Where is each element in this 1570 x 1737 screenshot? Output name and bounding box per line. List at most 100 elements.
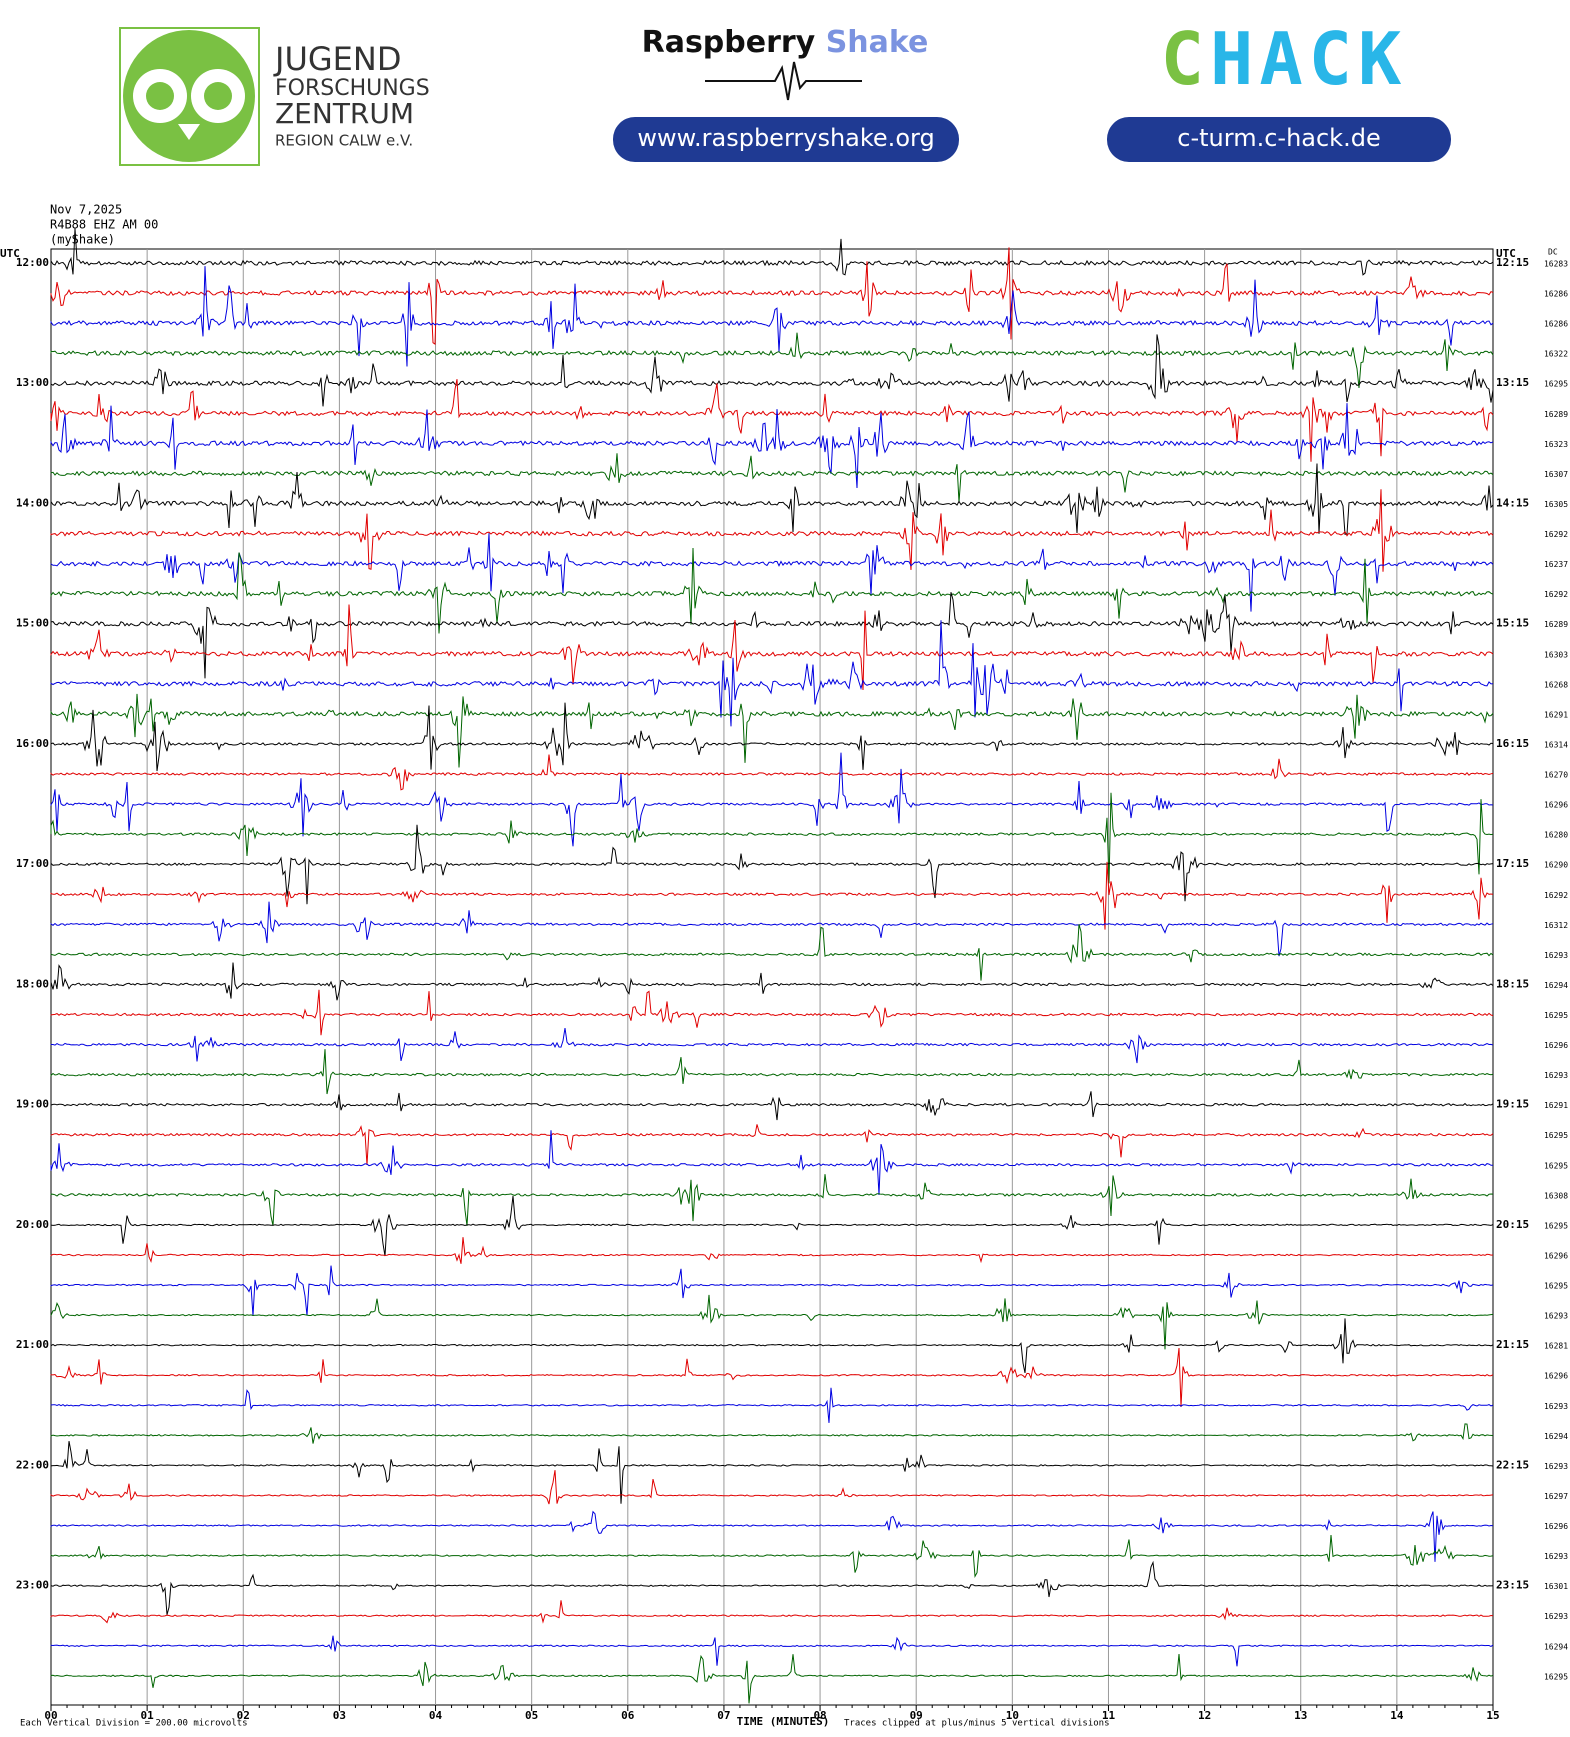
row-time-right: 16:15 [1496, 737, 1529, 750]
trace [50, 1347, 1494, 1408]
row-time-left: 14:00 [16, 496, 49, 509]
row-time-left: 20:00 [16, 1218, 49, 1231]
source: (myShake) [50, 233, 115, 247]
row-dc: 16290 [1544, 861, 1568, 870]
row-time-right: 22:15 [1496, 1458, 1529, 1471]
trace [50, 1560, 1494, 1615]
row-dc: 16292 [1544, 530, 1568, 539]
row-time-right: 21:15 [1496, 1338, 1529, 1351]
row-dc: 16293 [1544, 951, 1568, 960]
trace [50, 1387, 1494, 1423]
row-dc: 16280 [1544, 831, 1568, 840]
trace [50, 334, 1494, 407]
trace [50, 1470, 1494, 1505]
row-dc: 16296 [1544, 1522, 1568, 1531]
x-tick-label: 02 [237, 1709, 250, 1722]
station: R4B88 EHZ AM 00 [50, 218, 158, 232]
plot-frame [50, 248, 1494, 1706]
x-tick-label: 13 [1294, 1709, 1307, 1722]
row-time-left: 19:00 [16, 1098, 49, 1111]
row-dc: 16296 [1544, 1372, 1568, 1381]
row-dc: 16295 [1544, 1672, 1568, 1681]
rs-url: www.raspberryshake.org [637, 124, 934, 152]
trace [50, 1441, 1494, 1504]
row-dc: 16296 [1544, 1251, 1568, 1260]
trace [50, 604, 1494, 691]
x-label: TIME (MINUTES) [737, 1715, 830, 1728]
trace [50, 247, 1494, 346]
x-tick-label: 05 [525, 1709, 538, 1722]
jfz-text: FORSCHUNGS [275, 76, 430, 101]
row-dc: 16296 [1544, 801, 1568, 810]
row-dc: 16307 [1544, 470, 1568, 479]
row-dc: 16295 [1544, 1011, 1568, 1020]
trace [50, 463, 1494, 535]
row-dc: 16294 [1544, 1432, 1568, 1441]
rs-squiggle [705, 61, 862, 101]
utc-right: UTC [1496, 247, 1516, 260]
chack-hack: HACK [1210, 17, 1407, 101]
row-time-left: 15:00 [16, 617, 49, 630]
row-dc: 16293 [1544, 1312, 1568, 1321]
x-tick-label: 03 [333, 1709, 346, 1722]
row-dc: 16308 [1544, 1191, 1568, 1200]
trace [50, 901, 1494, 957]
trace [50, 693, 1494, 768]
trace [50, 989, 1494, 1036]
scale-note: Each Vertical Division = 200.00 microvol… [20, 1719, 248, 1729]
trace [50, 924, 1494, 981]
row-time-right: 15:15 [1496, 617, 1529, 630]
rs-pill [613, 117, 959, 162]
trace [50, 620, 1494, 727]
row-dc: 16296 [1544, 1041, 1568, 1050]
jfz-logo [119, 27, 260, 166]
row-dc: 16293 [1544, 1462, 1568, 1471]
x-tick-label: 12 [1198, 1709, 1211, 1722]
row-time-left: 22:00 [16, 1458, 49, 1471]
row-dc: 16291 [1544, 710, 1568, 719]
row-dc: 16293 [1544, 1402, 1568, 1411]
row-dc: 16289 [1544, 620, 1568, 629]
rs-word: Raspberry [642, 25, 816, 60]
x-tick-label: 15 [1486, 1709, 1499, 1722]
x-tick-label: 06 [621, 1709, 635, 1722]
trace [50, 1195, 1494, 1257]
trace [50, 1535, 1494, 1578]
row-time-right: 14:15 [1496, 496, 1529, 509]
row-time-right: 20:15 [1496, 1218, 1529, 1231]
row-dc: 16303 [1544, 650, 1568, 659]
row-dc: 16292 [1544, 590, 1568, 599]
row-time-left: 18:00 [16, 977, 49, 990]
row-time-left: 21:00 [16, 1338, 49, 1351]
trace [50, 379, 1494, 462]
row-time-left: 17:00 [16, 857, 49, 870]
row-dc: 16292 [1544, 891, 1568, 900]
trace [50, 1318, 1494, 1373]
row-dc: 16295 [1544, 1221, 1568, 1230]
row-dc: 16312 [1544, 921, 1568, 930]
trace [50, 1510, 1494, 1562]
row-dc: 16322 [1544, 350, 1568, 359]
utc-left: UTC [0, 247, 20, 260]
trace [50, 754, 1494, 791]
trace [50, 1130, 1494, 1196]
trace [50, 792, 1494, 884]
trace [50, 1028, 1494, 1064]
row-dc: 16294 [1544, 981, 1568, 990]
row-time-right: 19:15 [1496, 1098, 1529, 1111]
trace [50, 1294, 1494, 1350]
rs-word: Shake [826, 25, 929, 60]
jfz-text: REGION CALW e.V. [275, 132, 413, 150]
trace [50, 332, 1494, 388]
row-dc: 16293 [1544, 1552, 1568, 1561]
x-tick-label: 07 [717, 1709, 730, 1722]
chack-pill [1107, 117, 1451, 162]
trace [50, 1091, 1494, 1121]
trace [50, 1174, 1494, 1226]
row-dc: 16293 [1544, 1612, 1568, 1621]
row-dc: 16323 [1544, 440, 1568, 449]
row-dc: 16286 [1544, 320, 1568, 329]
trace [50, 1237, 1494, 1264]
trace [50, 228, 1494, 276]
